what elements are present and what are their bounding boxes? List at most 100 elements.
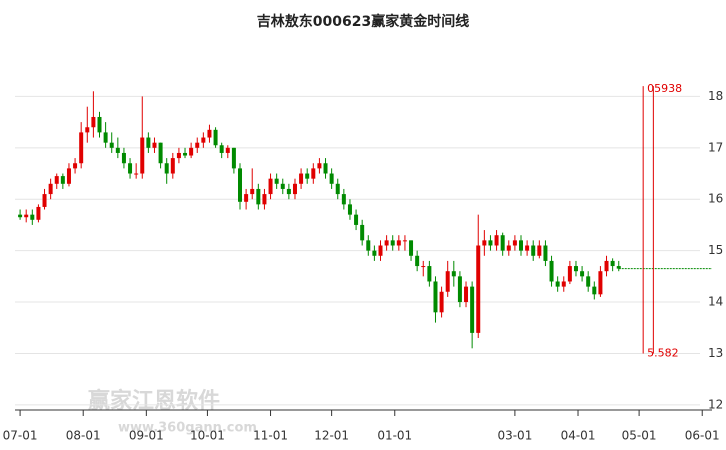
candle-body <box>256 188 261 205</box>
x-tick-label: 04-01 <box>561 429 596 443</box>
candle-body <box>592 286 597 295</box>
candle-body <box>506 245 511 251</box>
candle-body <box>305 173 310 179</box>
candle-body <box>604 260 609 272</box>
candle-body <box>128 163 133 174</box>
candle-body <box>85 127 90 133</box>
candle-body <box>311 168 316 179</box>
x-tick-label: 10-01 <box>190 429 225 443</box>
y-tick-label: 16 <box>708 192 723 206</box>
candle-body <box>30 214 35 220</box>
candle-body <box>97 116 102 133</box>
candle-body <box>207 129 212 138</box>
candle-body <box>433 281 438 313</box>
candle-body <box>152 142 157 148</box>
candle-body <box>274 178 279 184</box>
candle-body <box>445 271 450 292</box>
candle-body <box>421 266 426 268</box>
y-tick-label: 12 <box>708 397 723 411</box>
candle-body <box>555 281 560 287</box>
x-tick-label: 05-01 <box>622 429 657 443</box>
time-line-label: 05938 <box>647 82 682 95</box>
x-tick-label: 07-01 <box>3 429 38 443</box>
candle-body <box>470 286 475 333</box>
candle-body <box>451 271 456 277</box>
candle-body <box>238 168 243 202</box>
candle-body <box>580 271 585 277</box>
candle-body <box>115 147 120 153</box>
candle-body <box>201 137 206 143</box>
candle-body <box>482 240 487 246</box>
x-tick-label: 12-01 <box>314 429 349 443</box>
candle-body <box>18 214 23 218</box>
candle-body <box>354 214 359 225</box>
candle-body <box>292 183 297 195</box>
watermark: www.360gann.com <box>118 421 257 436</box>
candle-body <box>500 235 505 251</box>
candle-body <box>360 224 365 241</box>
candle-body <box>103 132 108 143</box>
candle-body <box>341 194 346 205</box>
candle-body <box>512 240 517 246</box>
candle-body <box>299 173 304 184</box>
candle-body <box>54 176 59 184</box>
candle-body <box>396 240 401 246</box>
candle-body <box>494 235 499 246</box>
candle-body <box>537 245 542 256</box>
candle-body <box>219 145 224 153</box>
candle-body <box>231 147 236 169</box>
candle-body <box>457 276 462 303</box>
candle-body <box>146 137 151 148</box>
candle-body <box>335 183 340 195</box>
candle-body <box>262 194 267 205</box>
x-tick-label: 06-01 <box>685 429 720 443</box>
y-tick-label: 15 <box>708 243 723 257</box>
candle-body <box>66 168 71 184</box>
candle-body <box>164 163 169 174</box>
candle-body <box>286 188 291 195</box>
candle-body <box>158 142 163 164</box>
candle-body <box>280 183 285 189</box>
candle-body <box>183 152 188 156</box>
candle-body <box>91 116 96 128</box>
candle-body <box>372 250 377 256</box>
candle-body <box>140 137 145 174</box>
candle-body <box>366 240 371 251</box>
candle-body <box>60 176 65 184</box>
candle-body <box>42 194 47 207</box>
x-tick-label: 11-01 <box>253 429 288 443</box>
candle-body <box>549 260 554 282</box>
candle-body <box>195 142 200 148</box>
time-line-label: 5.582 <box>647 346 679 359</box>
candle-body <box>531 245 536 256</box>
candle-body <box>427 266 432 282</box>
candle-body <box>79 132 84 164</box>
x-tick-label: 09-01 <box>129 429 164 443</box>
candle-body <box>225 147 230 153</box>
candle-body <box>323 163 328 174</box>
candle-body <box>476 245 481 333</box>
candle-body <box>244 194 249 202</box>
candle-body <box>170 158 175 174</box>
candle-body <box>109 142 114 148</box>
candle-body <box>598 271 603 295</box>
candle-body <box>213 129 218 146</box>
candle-body <box>415 255 420 267</box>
candle-body <box>519 240 524 251</box>
candle-body <box>561 281 566 287</box>
y-tick-label: 17 <box>708 140 723 154</box>
candle-body <box>573 266 578 272</box>
candle-body <box>24 214 29 218</box>
candle-body <box>134 173 139 175</box>
candle-body <box>189 147 194 156</box>
y-tick-label: 13 <box>708 346 723 360</box>
candle-body <box>586 276 591 287</box>
candle-body <box>543 245 548 261</box>
candle-body <box>525 245 530 251</box>
y-tick-label: 18 <box>708 89 723 103</box>
x-tick-label: 03-01 <box>497 429 532 443</box>
candle-body <box>317 163 322 169</box>
chart-title: 吉林敖东000623赢家黄金时间线 <box>257 13 469 30</box>
candle-body <box>567 266 572 282</box>
